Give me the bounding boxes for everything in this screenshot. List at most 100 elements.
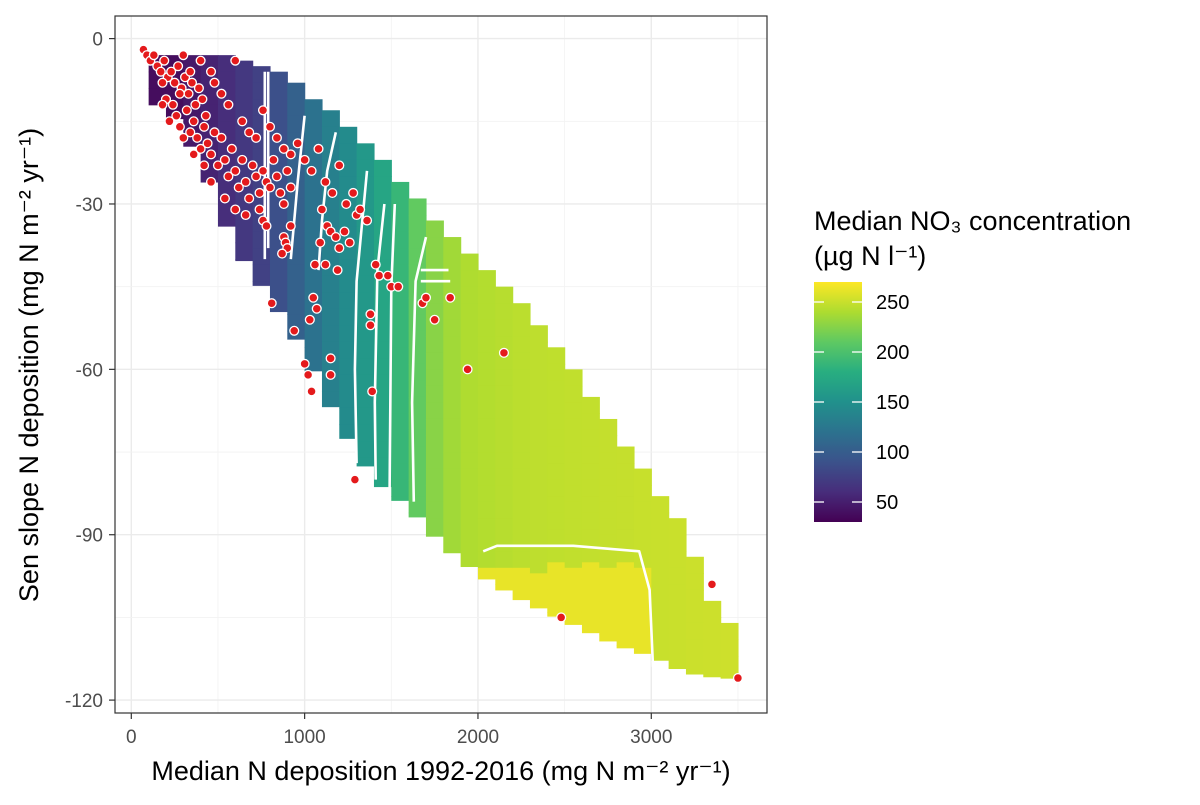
heatmap-cell (373, 192, 392, 211)
heatmap-cell (217, 220, 236, 227)
heatmap-cell (477, 518, 496, 536)
heatmap-cell (547, 578, 566, 596)
site-point (148, 50, 159, 61)
heatmap-cell (373, 474, 392, 488)
heatmap-cell (339, 407, 358, 426)
site-point (334, 243, 345, 254)
site-point (205, 176, 217, 187)
heatmap-cell (373, 176, 392, 194)
site-point (349, 474, 360, 485)
site-point (315, 237, 326, 248)
heatmap-cell (547, 545, 566, 563)
heatmap-cell (200, 170, 219, 183)
site-point (155, 66, 166, 77)
heatmap-cell (477, 319, 496, 337)
heatmap-cell (668, 534, 687, 552)
heatmap-cell (287, 297, 306, 315)
site-point (174, 121, 185, 132)
site-point (157, 77, 168, 88)
site-point (223, 171, 234, 182)
site-point (348, 187, 359, 199)
site-point (341, 198, 352, 210)
heatmap-cell (339, 308, 358, 326)
heatmap-cell (408, 215, 427, 233)
heatmap-cell (703, 650, 722, 668)
heatmap-cell (616, 644, 635, 649)
heatmap-cell (512, 567, 531, 585)
heatmap-cell (321, 391, 340, 408)
heatmap-cell (651, 578, 670, 596)
heatmap-cell (685, 656, 704, 674)
heatmap-cell (373, 159, 392, 178)
heatmap-cell (547, 611, 566, 617)
site-point (285, 220, 296, 232)
heatmap-cell (564, 485, 583, 503)
site-point (212, 160, 224, 171)
heatmap-cell (443, 501, 462, 519)
heatmap-cell (564, 584, 583, 602)
heatmap-cell (408, 231, 427, 249)
heatmap-cell (373, 441, 392, 459)
heatmap-cell (356, 441, 375, 459)
site-point (183, 88, 194, 99)
heatmap-cell (564, 501, 583, 519)
heatmap-cell (633, 485, 652, 503)
legend-title-line2: (µg N l⁻¹) (814, 241, 926, 271)
heatmap-cell (529, 507, 548, 525)
heatmap-cell (408, 330, 427, 348)
heatmap-cell (668, 667, 687, 670)
heatmap-cell (529, 556, 548, 574)
heatmap-cell (599, 600, 618, 619)
heatmap-cell (633, 534, 652, 552)
site-point (264, 182, 276, 193)
heatmap-cell (339, 341, 358, 359)
heatmap-cell (703, 617, 722, 635)
heatmap-cell (599, 435, 618, 453)
site-point (325, 369, 336, 380)
heatmap-cell (356, 407, 375, 426)
heatmap-cell (512, 352, 531, 370)
heatmap-cell (581, 463, 600, 481)
heatmap-cell (495, 336, 514, 354)
heatmap-cell (443, 336, 462, 354)
heatmap-cell (425, 518, 444, 536)
heatmap-cell (460, 286, 479, 304)
heatmap-cell (599, 452, 618, 470)
heatmap-cell (391, 363, 410, 381)
heatmap-cell (443, 319, 462, 337)
heatmap-cell (391, 215, 410, 233)
heatmap-cell (391, 231, 410, 249)
site-point (244, 193, 255, 204)
heatmap-cell (339, 424, 358, 439)
heatmap-cell (668, 617, 687, 635)
site-point (268, 154, 279, 165)
heatmap-cell (425, 435, 444, 453)
heatmap-cell (495, 385, 514, 404)
heatmap-cell (512, 518, 531, 536)
site-point (216, 132, 227, 143)
heatmap-cell (495, 534, 514, 552)
site-point (266, 298, 277, 309)
site-point (344, 237, 355, 248)
site-point (334, 160, 345, 171)
heatmap-cell (339, 143, 358, 161)
site-point (325, 353, 336, 364)
site-point (247, 160, 258, 171)
heatmap-cell (512, 452, 531, 470)
heatmap-cell (651, 496, 670, 514)
heatmap-cell (495, 352, 514, 370)
site-point (226, 143, 237, 154)
site-point (202, 138, 213, 149)
heatmap-cell (512, 534, 531, 552)
legend-tick-label: 150 (876, 392, 909, 414)
heatmap-cell (408, 446, 427, 464)
site-point (732, 672, 744, 684)
heatmap-cell (391, 314, 410, 332)
site-points (138, 44, 744, 684)
heatmap-cell (703, 667, 722, 678)
heatmap-cell (460, 551, 479, 568)
heatmap-cell (443, 385, 462, 404)
heatmap-cell (495, 468, 514, 486)
heatmap-cell (391, 347, 410, 365)
site-point (171, 110, 182, 121)
